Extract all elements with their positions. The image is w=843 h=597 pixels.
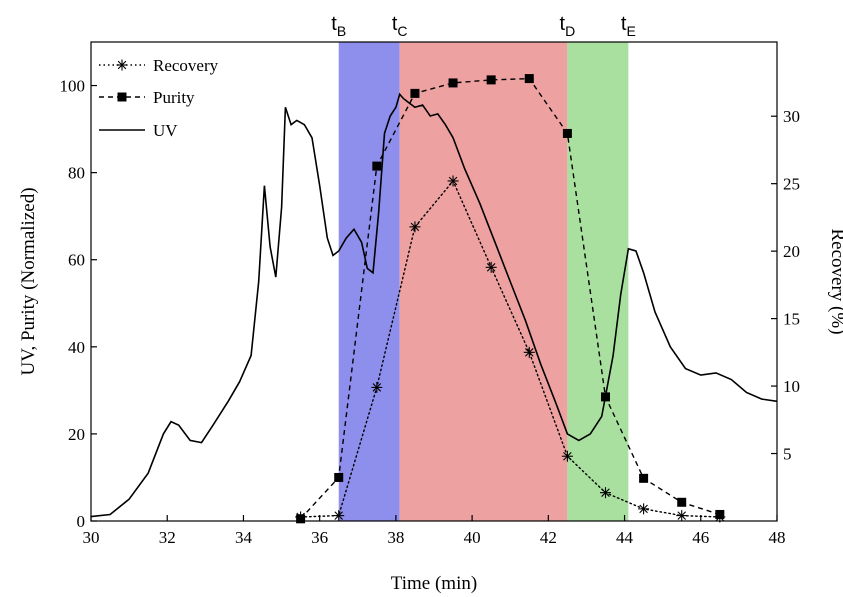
recovery-marker [447, 175, 459, 187]
y-left-tick-label: 40 [68, 338, 85, 357]
y-right-tick-label: 25 [783, 175, 800, 194]
region-label-d: tD [560, 13, 576, 39]
region-band-c [399, 42, 568, 521]
region-band-b [338, 42, 400, 521]
shaded-regions [338, 42, 629, 521]
purity-marker [639, 473, 649, 483]
recovery-marker [638, 503, 650, 515]
y-right-tick-label: 20 [783, 242, 800, 261]
x-tick-label: 48 [769, 528, 786, 547]
recovery-marker [333, 510, 345, 522]
series-line-recovery [299, 179, 721, 518]
purity-marker [715, 509, 725, 519]
axis-ticks [90, 84, 778, 522]
x-tick-label: 32 [159, 528, 176, 547]
tick-labels: 30 32 34 36 38 40 42 44 46 48 0 20 40 60 80 100 5 10 15 20 2… [60, 77, 801, 547]
recovery-marker [676, 510, 688, 522]
series-line-uv [90, 92, 778, 518]
series-markers [295, 74, 726, 524]
purity-marker [372, 161, 382, 171]
legend-label-purity: Purity [153, 88, 195, 107]
series-line-purity [300, 77, 721, 520]
region-band-d [567, 42, 629, 521]
recovery-marker [600, 487, 611, 499]
x-tick-label: 44 [616, 528, 634, 547]
purity-marker [524, 74, 534, 84]
y-right-tick-label: 30 [783, 107, 800, 126]
x-tick-label: 46 [692, 528, 709, 547]
x-tick-label: 40 [464, 528, 481, 547]
x-tick-label: 38 [387, 528, 404, 547]
recovery-marker [485, 261, 497, 273]
purity-marker [410, 88, 420, 98]
purity-marker [296, 514, 306, 524]
purity-marker [677, 497, 687, 507]
legend-label-uv: UV [153, 121, 178, 140]
x-axis-title: Time (min) [391, 573, 477, 594]
recovery-marker [561, 450, 573, 462]
y-left-tick-label: 20 [68, 425, 85, 444]
region-label-c: tC [392, 13, 408, 39]
y-left-tick-label: 60 [68, 251, 85, 270]
purity-marker [334, 472, 344, 482]
purity-marker [562, 128, 572, 138]
region-label-b: tB [331, 13, 346, 39]
y-axis-right-title: Recovery (%) [827, 228, 843, 334]
recovery-marker [523, 346, 535, 358]
y-right-tick-label: 15 [783, 310, 800, 329]
purity-marker [486, 75, 496, 85]
recovery-marker [371, 381, 383, 393]
region-label-e: tE [621, 13, 636, 39]
x-tick-label: 30 [83, 528, 100, 547]
series-lines [90, 77, 778, 520]
legend-marker-purity [117, 92, 127, 102]
x-tick-label: 36 [311, 528, 328, 547]
y-right-tick-label: 5 [783, 445, 792, 464]
y-left-tick-label: 80 [68, 164, 85, 183]
y-axis-left-title: UV, Purity (Normalized) [18, 187, 39, 375]
plot-frame [90, 41, 778, 522]
y-left-tick-label: 100 [60, 77, 86, 96]
purity-marker [601, 392, 610, 402]
legend-label-recovery: Recovery [153, 56, 219, 75]
purity-marker [448, 78, 458, 88]
x-tick-label: 42 [540, 528, 557, 547]
legend: Recovery Purity UV [99, 56, 219, 140]
x-tick-label: 34 [235, 528, 253, 547]
y-left-tick-label: 0 [77, 512, 86, 531]
recovery-marker [409, 221, 421, 233]
legend-marker-recovery [116, 59, 128, 71]
region-labels: tB tC tD tE [331, 13, 636, 39]
y-right-tick-label: 10 [783, 377, 800, 396]
